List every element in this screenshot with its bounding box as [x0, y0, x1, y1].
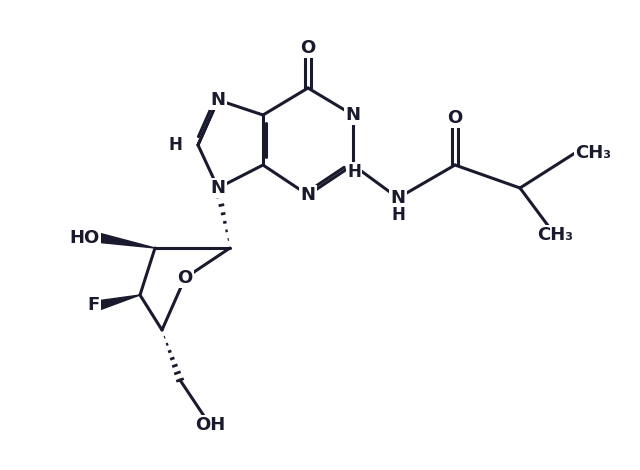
- Text: CH₃: CH₃: [537, 226, 573, 244]
- Text: O: O: [300, 39, 316, 57]
- Text: N: N: [390, 189, 406, 207]
- Text: HO: HO: [70, 229, 100, 247]
- Text: H: H: [391, 206, 405, 224]
- Polygon shape: [99, 234, 155, 248]
- Text: O: O: [177, 269, 193, 287]
- Text: F: F: [88, 296, 100, 314]
- Text: N: N: [301, 186, 316, 204]
- Text: N: N: [346, 106, 360, 124]
- Text: N: N: [390, 189, 406, 207]
- Text: H: H: [168, 136, 182, 154]
- Text: N: N: [211, 91, 225, 109]
- Polygon shape: [99, 295, 140, 309]
- Text: OH: OH: [195, 416, 225, 434]
- Text: H: H: [347, 163, 361, 181]
- Text: O: O: [447, 109, 463, 127]
- Text: CH₃: CH₃: [575, 144, 611, 162]
- Text: H: H: [391, 206, 405, 224]
- Text: N: N: [211, 179, 225, 197]
